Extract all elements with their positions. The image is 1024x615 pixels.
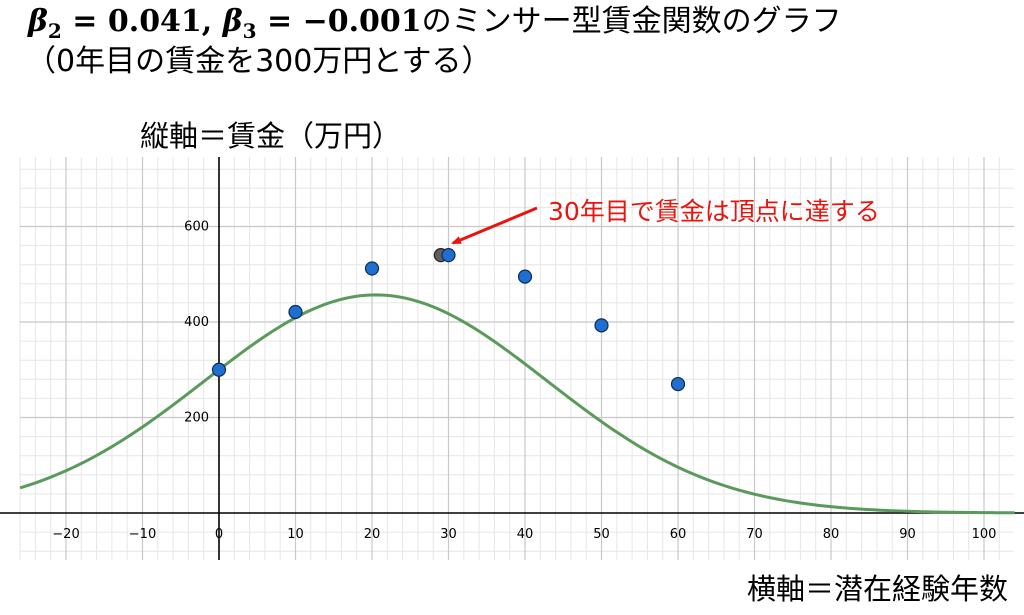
chart-title: β2 = 0.041, β3 = −0.001のミンサー型賃金関数のグラフ (28, 4, 842, 49)
data-point (288, 304, 303, 320)
x-tick-label: 10 (287, 527, 304, 542)
x-tick-label: 90 (899, 527, 916, 542)
data-point (594, 318, 609, 333)
annotation-arrow (451, 206, 538, 245)
y-axis-label: 縦軸＝賃金（万円） (140, 119, 402, 153)
axes (0, 157, 1024, 560)
x-tick-label: 20 (364, 527, 381, 542)
x-tick-label: 60 (670, 527, 687, 542)
x-tick-label: −20 (52, 527, 79, 542)
title-text: のミンサー型賃金関数のグラフ (421, 4, 842, 39)
beta3-equation: = −0.001 (256, 4, 422, 39)
x-tick-label: 70 (746, 527, 763, 542)
minor-grid (19, 157, 1014, 560)
beta3-subscript: 3 (242, 19, 257, 43)
y-tick-label: 400 (184, 315, 209, 330)
beta2-subscript: 2 (47, 19, 62, 43)
wage-curve (19, 293, 1015, 515)
x-axis-label: 横軸＝潜在経験年数 (746, 572, 1008, 606)
y-tick-label: 600 (184, 220, 209, 235)
x-tick-label: 30 (440, 527, 457, 542)
data-point (670, 376, 686, 392)
beta2-symbol: β (28, 4, 48, 39)
beta3-symbol: β (222, 4, 243, 39)
x-tick-label: 50 (593, 527, 610, 542)
x-tick-label: 80 (823, 527, 840, 542)
x-tick-label: 0 (215, 527, 223, 542)
beta2-equation: = 0.041, (61, 4, 223, 39)
major-grid (20, 157, 1014, 560)
annotation-text: 30年目で賃金は頂点に達する (548, 197, 880, 226)
x-tick-label: −10 (129, 527, 156, 542)
y-tick-label: 200 (184, 411, 209, 426)
x-tick-label: 100 (972, 527, 997, 542)
chart-subtitle: （0年目の賃金を300万円とする） (26, 44, 492, 79)
tick-labels: −20 −10 0 10 20 30 40 50 60 70 80 90 100 200 400 600 (52, 220, 996, 543)
data-point (211, 362, 227, 377)
data-point (441, 248, 456, 263)
data-point (364, 261, 380, 276)
x-tick-label: 40 (517, 527, 534, 542)
data-point (517, 269, 533, 284)
data-points (211, 248, 686, 392)
